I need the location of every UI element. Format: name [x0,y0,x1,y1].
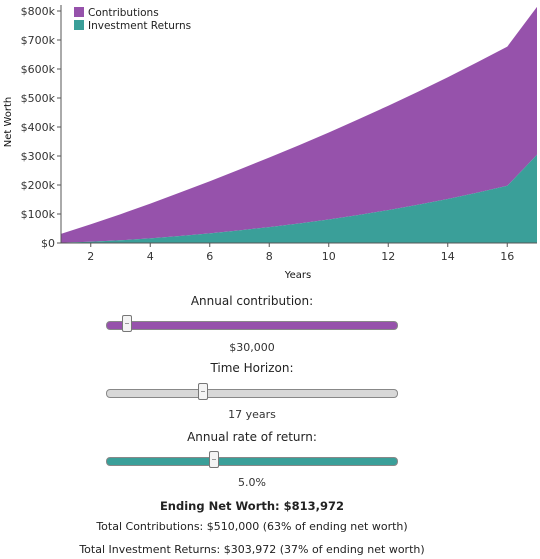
chart-axes [57,5,537,247]
y-tick-labels: $0 $100k $200k $300k $400k $500k $600k $700k $80… [21,5,56,250]
y-tick-label: $100k [21,208,56,221]
contribution-label: Annual contribution: [190,294,314,308]
legend-label-contributions: Contributions [88,7,159,19]
contributions-area [61,6,537,243]
x-tick-label: 6 [206,250,213,263]
x-tick-label: 2 [87,250,94,263]
legend-swatch-contributions [74,7,84,17]
rate-of-return-slider[interactable] [106,451,398,468]
total-investment-returns: Total Investment Returns: $303,972 (37% … [79,543,425,556]
y-tick-label: $400k [21,121,56,134]
x-axis-title: Years [284,270,311,281]
x-tick-labels: 2 4 6 8 10 12 14 16 [87,250,514,263]
time-horizon-slider[interactable] [106,383,398,400]
investment-returns-area [61,154,537,243]
y-tick-label: $300k [21,150,56,163]
x-tick-label: 12 [381,250,395,263]
y-tick-label: $700k [21,34,56,47]
x-tick-label: 8 [266,250,273,263]
contribution-slider-handle[interactable] [122,315,133,332]
y-tick-label: $800k [21,5,56,18]
net-worth-chart: $0 $100k $200k $300k $400k $500k $600k $700k $80… [3,5,537,281]
rate-of-return-slider-handle[interactable] [209,451,220,468]
rate-of-return-value: 5.0% [238,476,266,489]
ending-net-worth: Ending Net Worth: $813,972 [159,499,345,513]
time-horizon-slider-handle[interactable] [197,383,208,400]
chart-legend: Contributions Investment Returns [74,7,191,32]
legend-label-investment-returns: Investment Returns [88,20,191,32]
y-tick-label: $500k [21,92,56,105]
time-horizon-label: Time Horizon: [210,361,294,375]
x-tick-label: 4 [147,250,154,263]
total-contributions: Total Contributions: $510,000 (63% of en… [96,520,408,533]
x-tick-label: 10 [322,250,336,263]
legend-swatch-investment-returns [74,20,84,30]
x-tick-label: 16 [500,250,514,263]
y-axis-title: Net Worth [3,97,14,148]
contribution-value: $30,000 [229,341,275,354]
time-horizon-value: 17 years [228,408,276,421]
y-tick-label: $600k [21,63,56,76]
y-tick-label: $0 [41,237,55,250]
y-tick-label: $200k [21,179,56,192]
x-tick-label: 14 [441,250,455,263]
contribution-slider[interactable] [106,315,398,332]
rate-of-return-label: Annual rate of return: [187,430,317,444]
